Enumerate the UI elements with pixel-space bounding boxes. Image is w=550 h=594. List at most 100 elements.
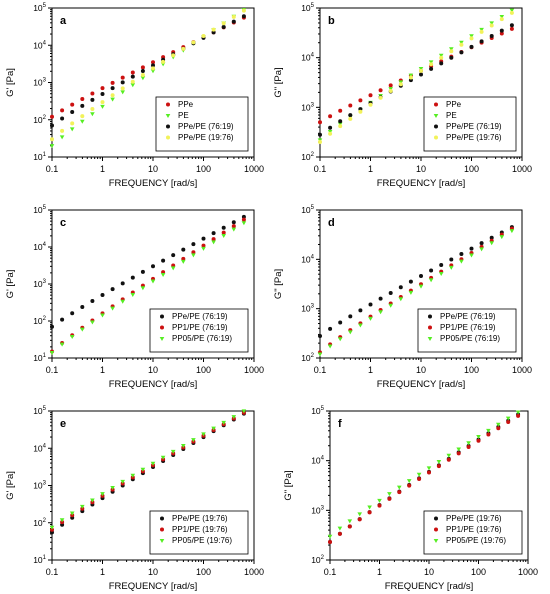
data-point	[60, 116, 65, 121]
data-point	[50, 324, 54, 329]
data-point	[499, 31, 504, 36]
data-point	[429, 268, 434, 273]
data-point	[170, 449, 176, 454]
x-axis-label: FREQUENCY [rad/s]	[385, 581, 474, 592]
y-axis-label: G' [Pa]	[5, 471, 16, 500]
data-point	[59, 135, 65, 140]
series-pp1-pe-19-76-	[328, 413, 521, 545]
data-point	[110, 93, 115, 98]
legend-marker	[159, 539, 165, 543]
data-point	[419, 72, 423, 77]
data-point	[388, 88, 393, 93]
data-point	[201, 432, 206, 437]
data-point	[90, 107, 95, 112]
data-point	[368, 316, 373, 321]
data-point	[130, 70, 135, 75]
x-tick-label: 0.1	[314, 365, 327, 375]
data-point	[496, 426, 501, 431]
data-point	[378, 95, 383, 100]
x-tick-label: 10	[148, 365, 158, 375]
data-point	[211, 237, 216, 242]
legend-entry: PP1/PE (19:76)	[446, 525, 502, 534]
x-tick-label: 0.1	[46, 365, 59, 375]
data-point	[140, 76, 146, 81]
data-point	[338, 108, 343, 113]
x-tick-label: 10	[424, 567, 434, 577]
y-tick-base: 10	[33, 481, 43, 491]
data-point	[201, 246, 206, 251]
series-ppe-pe-76-19-	[318, 225, 514, 338]
data-point	[489, 23, 494, 28]
data-point	[221, 21, 226, 26]
data-point	[489, 33, 494, 38]
x-tick-label: 100	[196, 164, 211, 174]
data-point	[469, 246, 474, 251]
data-point	[469, 44, 474, 49]
panel-label: a	[60, 15, 67, 27]
legend-box	[423, 510, 523, 555]
data-point	[476, 435, 481, 440]
y-tick-exponent: 3	[311, 102, 315, 108]
data-point	[348, 113, 353, 118]
data-point	[110, 287, 115, 292]
legend-entry: PPe/PE (19:76)	[446, 133, 502, 142]
legend-entry: PP05/PE (19:76)	[172, 536, 232, 545]
x-tick-label: 10	[148, 567, 158, 577]
data-point	[90, 320, 95, 325]
data-point	[100, 313, 105, 318]
y-tick-exponent: 5	[311, 205, 315, 211]
legend-marker	[166, 135, 170, 140]
data-point	[211, 30, 216, 35]
data-point	[479, 29, 484, 34]
data-point	[130, 292, 136, 297]
data-point	[348, 103, 353, 108]
data-point	[337, 526, 343, 531]
data-point	[387, 492, 392, 497]
y-tick-exponent: 2	[311, 353, 315, 359]
data-point	[496, 422, 501, 427]
y-tick-exponent: 2	[321, 555, 325, 561]
data-point	[378, 296, 383, 301]
legend-box	[423, 96, 517, 152]
legend-marker	[165, 114, 171, 118]
data-point	[318, 132, 322, 137]
x-tick-label: 0.1	[46, 567, 59, 577]
data-point	[151, 60, 155, 65]
y-tick-exponent: 5	[43, 406, 47, 412]
y-tick-base: 10	[33, 406, 43, 416]
data-point	[211, 27, 216, 32]
data-point	[140, 286, 146, 291]
legend-marker	[160, 527, 164, 532]
y-tick-base: 10	[33, 40, 43, 50]
y-tick-base: 10	[301, 152, 311, 162]
data-point	[318, 140, 322, 145]
data-point	[417, 477, 422, 482]
x-tick-label: 100	[464, 365, 479, 375]
y-tick-label: 103	[33, 481, 46, 491]
data-point	[80, 504, 85, 509]
y-tick-label: 102	[311, 555, 324, 565]
x-tick-label: 100	[196, 365, 211, 375]
data-point	[439, 61, 444, 66]
data-point	[459, 252, 464, 257]
x-axis-label: FREQUENCY [rad/s]	[109, 178, 198, 189]
data-point	[90, 112, 95, 117]
y-tick-label: 102	[33, 115, 46, 125]
data-point	[387, 496, 392, 501]
data-point	[368, 93, 373, 98]
data-point	[449, 257, 454, 262]
data-point	[429, 66, 434, 71]
data-point	[211, 426, 216, 431]
x-tick-label: 1000	[518, 567, 538, 577]
y-tick-label: 104	[301, 53, 314, 63]
data-point	[221, 25, 226, 30]
x-tick-label: 100	[471, 567, 486, 577]
y-tick-exponent: 4	[43, 443, 47, 449]
series-ppe-pe-19-76-	[50, 8, 246, 142]
data-point	[211, 240, 216, 245]
data-point	[367, 505, 372, 510]
data-point	[140, 73, 145, 78]
data-point	[515, 410, 521, 415]
